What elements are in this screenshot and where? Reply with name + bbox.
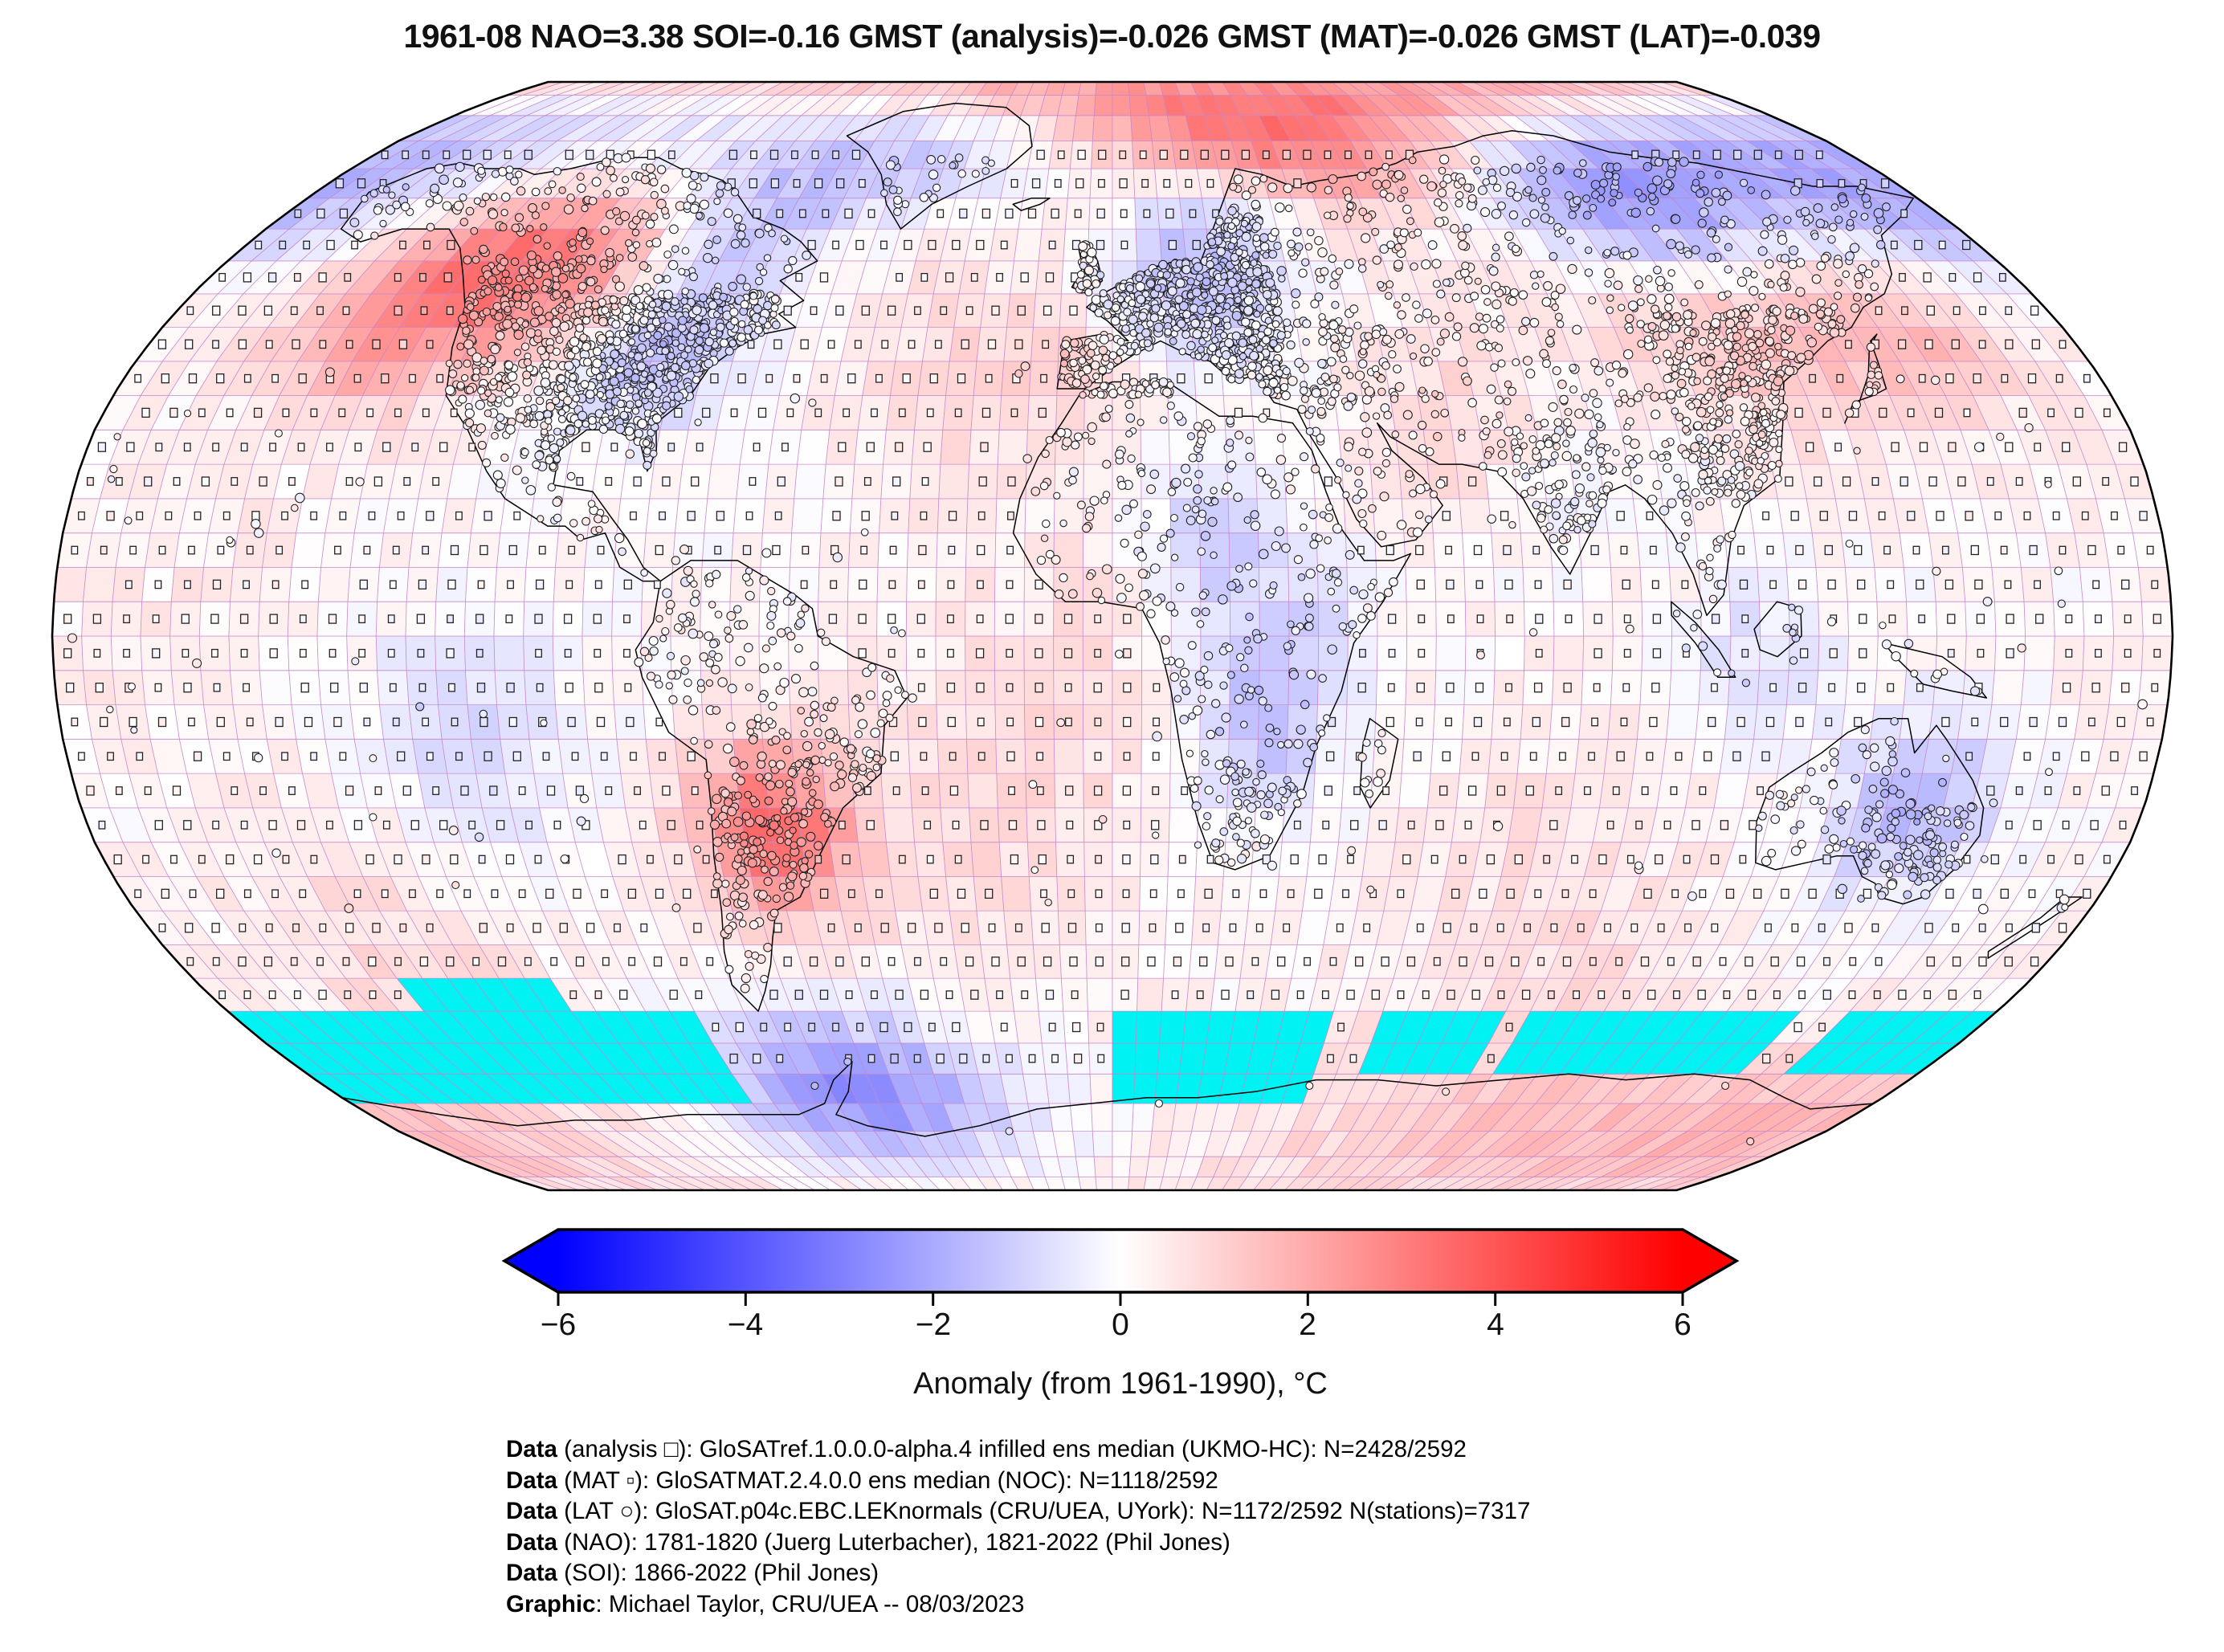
footer-line-prefix: Data bbox=[506, 1466, 557, 1494]
colorbar-ticks bbox=[557, 1292, 1684, 1306]
colorbar-axis-label: Anomaly (from 1961-1990), °C bbox=[913, 1367, 1328, 1401]
footer-line-text: (analysis □): GloSATref.1.0.0.0-alpha.4 … bbox=[557, 1436, 1467, 1462]
footer-line-prefix: Data bbox=[506, 1498, 557, 1525]
colorbar-tick-label: −6 bbox=[540, 1307, 577, 1342]
colorbar-tick-label: 4 bbox=[1487, 1307, 1504, 1342]
footer-line: Data (LAT ○): GloSAT.p04c.EBC.LEKnormals… bbox=[506, 1496, 1530, 1528]
footer-line: Data (SOI): 1866-2022 (Phil Jones) bbox=[506, 1558, 1530, 1589]
colorbar-bar bbox=[501, 1228, 1740, 1294]
footer-line-text: : Michael Taylor, CRU/UEA -- 08/03/2023 bbox=[595, 1590, 1025, 1617]
footer-line-text: (SOI): 1866-2022 (Phil Jones) bbox=[557, 1560, 879, 1587]
anomaly-map bbox=[51, 80, 2174, 1192]
footer-line: Data (MAT ▫): GloSATMAT.2.4.0.0 ens medi… bbox=[506, 1466, 1530, 1497]
footer-line: Data (analysis □): GloSATref.1.0.0.0-alp… bbox=[506, 1434, 1530, 1466]
colorbar-tick-label: −2 bbox=[915, 1307, 952, 1342]
page-title: 1961-08 NAO=3.38 SOI=-0.16 GMST (analysi… bbox=[403, 18, 1821, 55]
footer-line-text: (MAT ▫): GloSATMAT.2.4.0.0 ens median (N… bbox=[557, 1466, 1218, 1494]
footer-line-text: (NAO): 1781-1820 (Juerg Luterbacher), 18… bbox=[557, 1528, 1230, 1556]
footer-line-prefix: Data bbox=[506, 1528, 557, 1556]
colorbar-tick-label: 2 bbox=[1299, 1307, 1316, 1342]
footer-line-prefix: Data bbox=[506, 1436, 557, 1462]
footer-line-text: (LAT ○): GloSAT.p04c.EBC.LEKnormals (CRU… bbox=[557, 1498, 1531, 1525]
colorbar-tick-label: −4 bbox=[727, 1307, 764, 1342]
footer-line-prefix: Graphic bbox=[506, 1590, 596, 1617]
footer-line-prefix: Data bbox=[506, 1560, 557, 1587]
colorbar-tick-label: 0 bbox=[1112, 1307, 1129, 1342]
colorbar-gradient bbox=[501, 1228, 1740, 1306]
colorbar-tick-label: 6 bbox=[1674, 1307, 1691, 1342]
footer-line: Graphic: Michael Taylor, CRU/UEA -- 08/0… bbox=[506, 1589, 1530, 1621]
footer: Data (analysis □): GloSATref.1.0.0.0-alp… bbox=[506, 1434, 1530, 1621]
footer-line: Data (NAO): 1781-1820 (Juerg Luterbacher… bbox=[506, 1528, 1530, 1559]
